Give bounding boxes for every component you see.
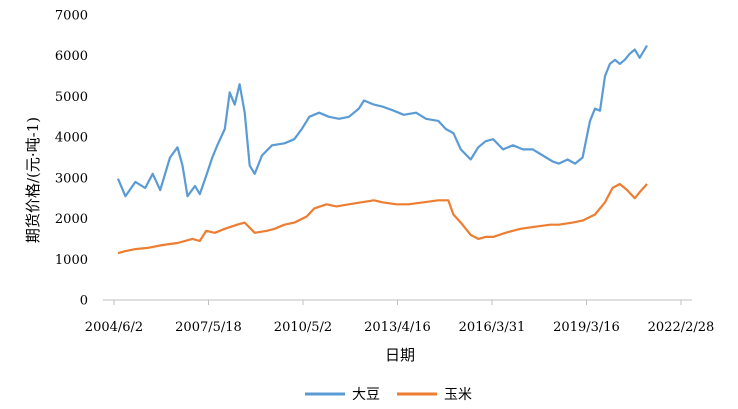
y-axis-ticks: 0 1000 2000 3000 4000 5000 6000 7000 [55, 9, 88, 309]
x-tick-label: 2022/2/28 [648, 320, 715, 335]
y-tick-label: 6000 [55, 49, 88, 64]
series-line-corn [117, 182, 648, 255]
x-tick-label: 2013/4/16 [364, 320, 431, 335]
x-tick-label: 2007/5/18 [175, 320, 242, 335]
y-axis-title: 期货价格/(元·吨-1) [24, 117, 42, 243]
legend-item-corn: 玉米 [397, 387, 472, 403]
y-tick-label: 5000 [55, 90, 88, 105]
legend-item-soybean: 大豆 [305, 387, 380, 403]
x-tick-label: 2019/3/16 [553, 320, 620, 335]
y-tick-label: 1000 [55, 253, 88, 268]
y-tick-label: 7000 [55, 9, 88, 24]
x-tick-label: 2004/6/2 [85, 320, 143, 335]
x-tick-label: 2010/5/2 [274, 320, 332, 335]
legend-label-soybean: 大豆 [352, 387, 380, 403]
series-line-soybean [116, 44, 648, 198]
x-tick-label: 2016/3/31 [459, 320, 526, 335]
x-axis-title: 日期 [385, 346, 415, 364]
y-tick-label: 3000 [55, 171, 88, 186]
y-tick-label: 4000 [55, 131, 88, 146]
x-axis-ticks: 2004/6/2 2007/5/18 2010/5/2 2013/4/16 2016/3… [85, 300, 715, 335]
legend-label-corn: 玉米 [444, 387, 472, 403]
y-tick-label: 2000 [55, 212, 88, 227]
legend: 大豆 玉米 [305, 387, 472, 403]
series-layer [116, 44, 648, 255]
y-tick-label: 0 [80, 294, 88, 309]
